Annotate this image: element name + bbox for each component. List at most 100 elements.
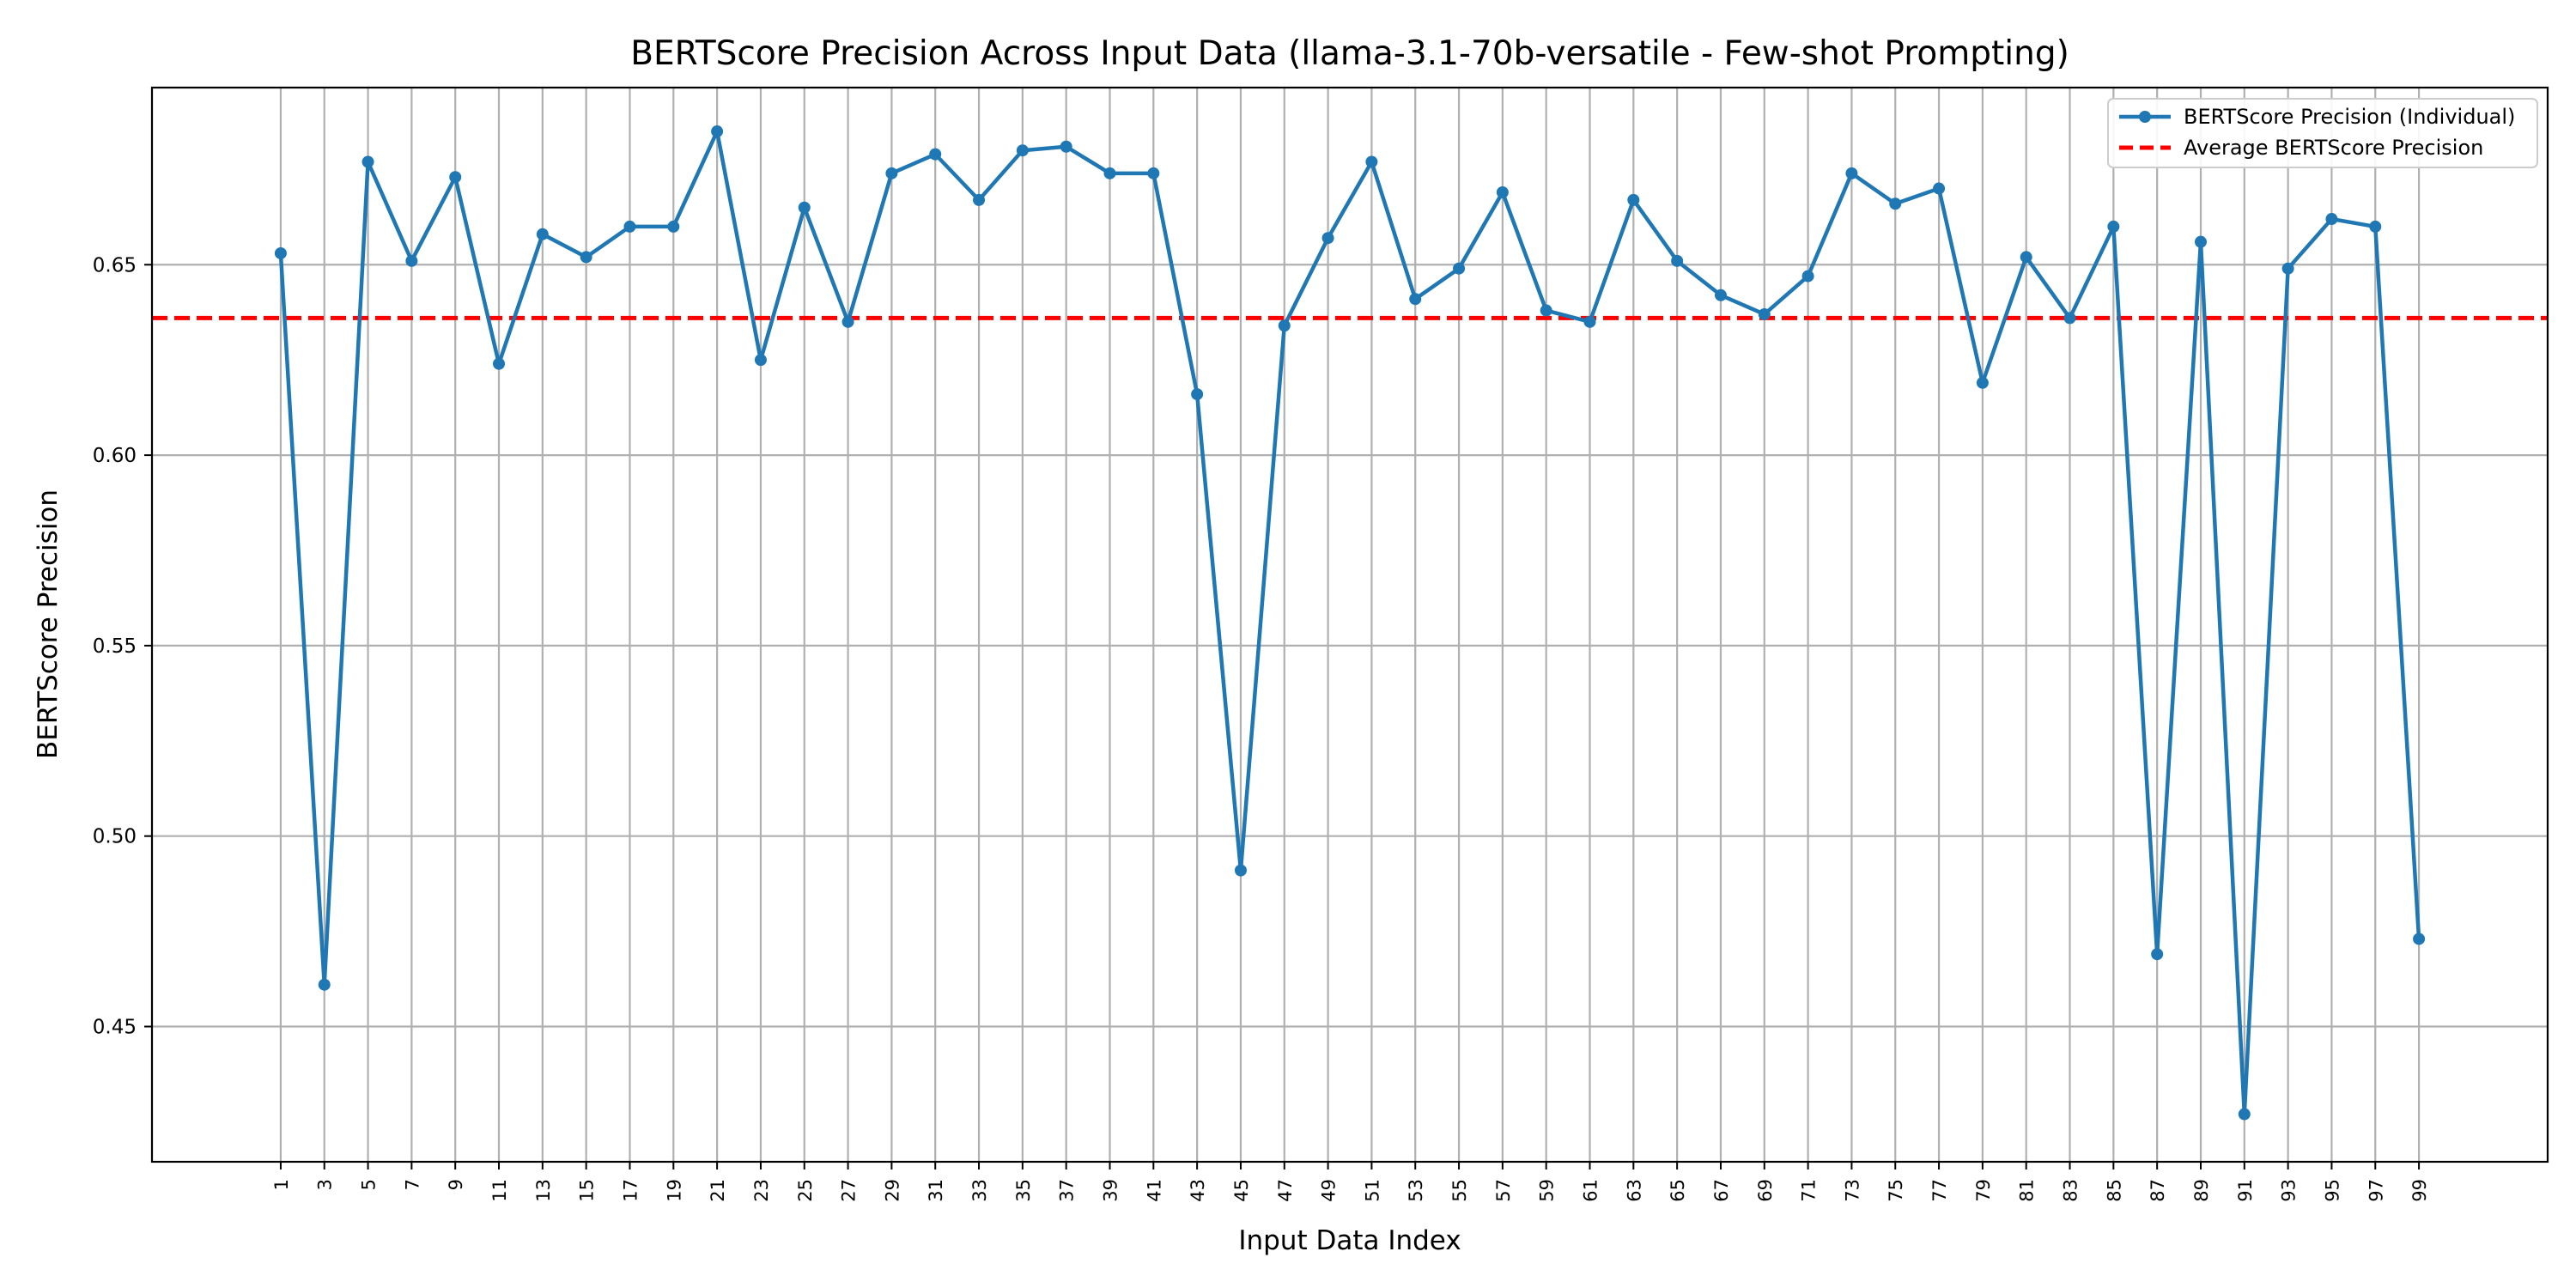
data-point [361, 155, 374, 168]
data-point [2238, 1108, 2251, 1121]
x-tick-label: 91 [2235, 1179, 2256, 1202]
data-point [2107, 220, 2120, 233]
x-tick-label: 11 [489, 1179, 510, 1202]
data-point [2063, 312, 2076, 325]
y-tick-label: 0.55 [93, 635, 137, 658]
data-point [798, 201, 811, 214]
data-point [711, 125, 724, 138]
data-point [493, 357, 506, 370]
x-tick-label: 7 [402, 1179, 422, 1190]
data-point [1758, 307, 1771, 320]
x-tick-label: 15 [577, 1179, 598, 1202]
x-tick-label: 33 [969, 1179, 990, 1202]
x-tick-label: 47 [1275, 1179, 1296, 1202]
x-tick-label: 53 [1406, 1179, 1426, 1202]
x-tick-label: 69 [1755, 1179, 1776, 1202]
y-tick-label: 0.50 [93, 826, 137, 848]
x-tick-label: 35 [1013, 1179, 1034, 1202]
x-tick-label: 71 [1799, 1179, 1820, 1202]
x-tick-label: 45 [1231, 1179, 1252, 1202]
data-point [1060, 140, 1072, 153]
data-point [623, 220, 636, 233]
data-point [1278, 319, 1291, 332]
x-tick-label: 19 [664, 1179, 684, 1202]
x-tick-label: 75 [1886, 1179, 1906, 1202]
data-point [1627, 193, 1640, 206]
x-tick-label: 3 [315, 1179, 336, 1190]
y-tick-labels: 0.45 0.50 0.55 0.60 0.65 [93, 254, 152, 1039]
x-tick-label: 95 [2322, 1179, 2342, 1202]
data-point [2413, 933, 2426, 945]
data-point [1845, 167, 1858, 179]
legend-series-marker [2139, 111, 2151, 123]
data-point [536, 228, 549, 240]
x-tick-label: 61 [1581, 1179, 1601, 1202]
data-point [1889, 197, 1902, 210]
data-point [1321, 232, 1334, 245]
grid-lines [152, 88, 2548, 1162]
data-point [929, 148, 942, 161]
x-tick-label: 1 [271, 1179, 292, 1190]
y-tick-label: 0.65 [93, 254, 137, 276]
x-tick-labels: 1 3 5 7 9 11 13 15 17 19 21 23 25 27 29 31 33 35 37 39 41 43 4… [271, 1162, 2430, 1202]
chart-title: BERTScore Precision Across Input Data (l… [630, 34, 2069, 73]
x-tick-label: 27 [839, 1179, 860, 1202]
legend-series-label: BERTScore Precision (Individual) [2184, 105, 2515, 129]
data-point [667, 220, 680, 233]
x-tick-label: 51 [1362, 1179, 1382, 1202]
data-point [318, 978, 331, 991]
data-point [2194, 235, 2207, 248]
x-tick-label: 5 [359, 1179, 380, 1190]
x-tick-label: 83 [2061, 1179, 2081, 1202]
x-tick-label: 31 [926, 1179, 946, 1202]
x-tick-label: 9 [446, 1179, 466, 1190]
x-tick-label: 43 [1188, 1179, 1208, 1202]
data-point [1453, 262, 1466, 275]
data-point [1933, 182, 1946, 195]
x-tick-label: 55 [1449, 1179, 1470, 1202]
x-tick-label: 25 [795, 1179, 816, 1202]
data-point [274, 246, 287, 259]
data-point [1540, 304, 1552, 317]
x-tick-label: 85 [2104, 1179, 2124, 1202]
x-axis-label: Input Data Index [1238, 1225, 1461, 1256]
x-tick-label: 79 [1973, 1179, 1994, 1202]
x-tick-label: 21 [708, 1179, 728, 1202]
x-tick-label: 13 [533, 1179, 554, 1202]
x-tick-label: 57 [1493, 1179, 1514, 1202]
data-point [1365, 155, 1378, 168]
x-tick-label: 29 [882, 1179, 902, 1202]
data-point [1191, 388, 1204, 401]
data-point [1016, 144, 1029, 157]
legend-box [2107, 98, 2538, 168]
data-point [1103, 167, 1116, 179]
data-point [1976, 376, 1989, 389]
data-point [841, 315, 854, 328]
data-point [1583, 315, 1596, 328]
plot-area-frame [150, 86, 2549, 1163]
data-point [1671, 254, 1684, 267]
legend-average-label: Average BERTScore Precision [2184, 136, 2483, 160]
data-point [2325, 213, 2338, 226]
x-tick-label: 65 [1668, 1179, 1688, 1202]
x-tick-label: 89 [2191, 1179, 2212, 1202]
x-tick-label: 97 [2366, 1179, 2386, 1202]
data-point [1409, 293, 1422, 306]
data-point [449, 171, 462, 184]
series-layer [274, 125, 2426, 1121]
data-point [2369, 220, 2382, 233]
x-tick-label: 81 [2017, 1179, 2038, 1202]
data-point [2151, 948, 2164, 961]
data-point [1496, 185, 1509, 198]
data-point [1714, 289, 1727, 301]
y-tick-label: 0.60 [93, 445, 137, 467]
data-point [2281, 262, 2294, 275]
data-point [2020, 251, 2032, 264]
x-tick-label: 73 [1842, 1179, 1862, 1202]
x-tick-label: 39 [1100, 1179, 1121, 1202]
x-tick-label: 37 [1057, 1179, 1078, 1202]
x-tick-label: 23 [751, 1179, 772, 1202]
data-point [1234, 864, 1247, 877]
